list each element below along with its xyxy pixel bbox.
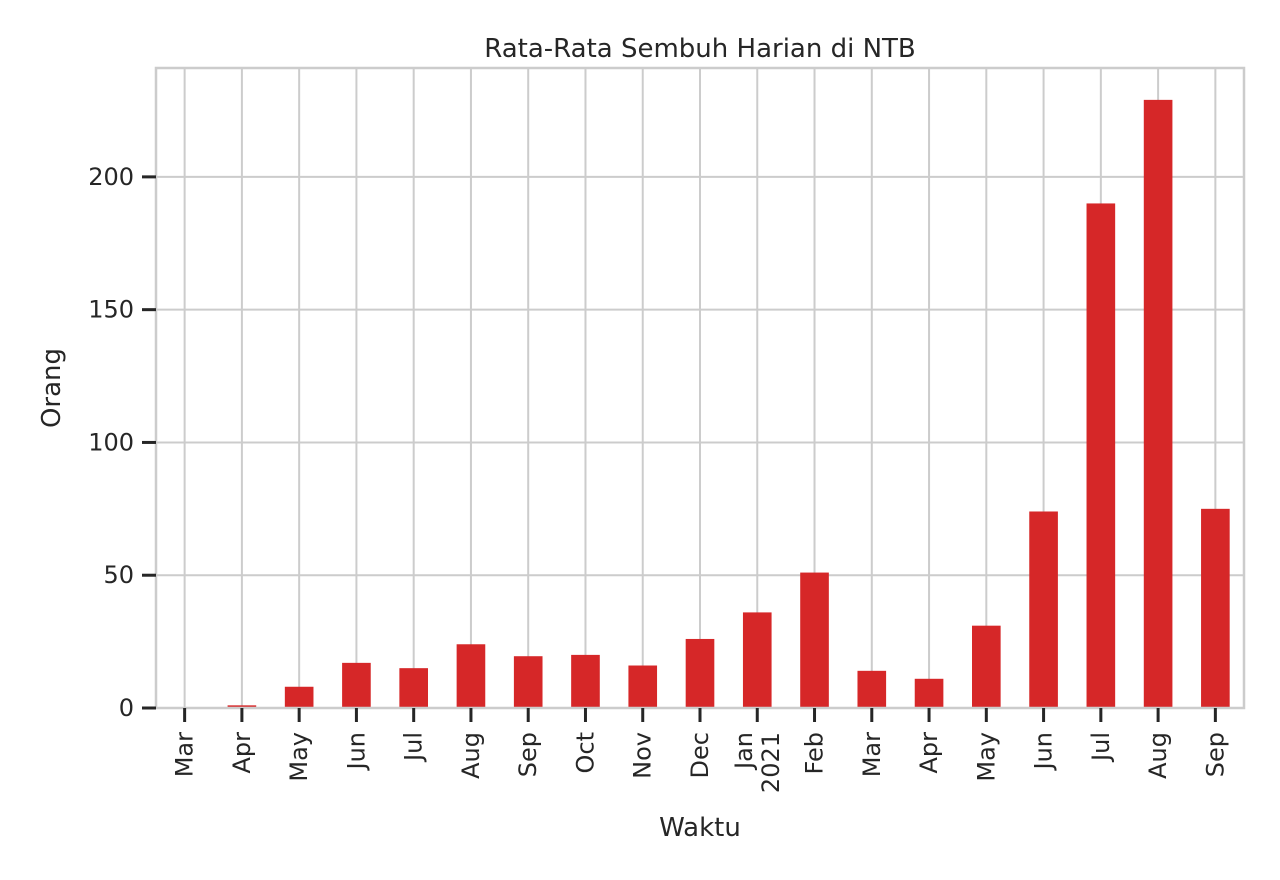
- bar: [628, 665, 658, 708]
- x-tick-label: Jun: [1030, 732, 1058, 772]
- bar: [1086, 203, 1116, 709]
- y-tick-label: 200: [88, 163, 134, 191]
- x-tick-label: Jul: [400, 732, 428, 763]
- x-tick-label: Aug: [1144, 732, 1172, 779]
- bar: [914, 678, 944, 708]
- bar: [513, 656, 543, 708]
- bar: [1201, 508, 1230, 708]
- bar: [742, 612, 772, 708]
- x-tick-label: Sep: [514, 732, 542, 777]
- x-axis-label: Waktu: [659, 813, 741, 843]
- bar: [972, 625, 1001, 708]
- x-tick-label: Dec: [686, 732, 714, 778]
- bar: [227, 705, 257, 708]
- x-tick-label: Aug: [457, 732, 485, 779]
- bar: [399, 668, 428, 708]
- x-tick-label: Apr: [228, 732, 256, 774]
- x-tick-label: Jan2021: [730, 732, 785, 793]
- x-tick-label: Mar: [858, 732, 886, 777]
- bars: [227, 99, 1230, 709]
- y-tick-label: 100: [88, 428, 134, 456]
- bar: [456, 644, 486, 708]
- bar: [857, 670, 887, 708]
- x-tick-label: Oct: [571, 732, 599, 774]
- x-tick-label: Nov: [629, 732, 657, 779]
- ticks: 0 50 100 150 200 Mar Apr May Jun Jul Aug Sep Oct Nov D…: [88, 163, 1229, 793]
- grid: [156, 68, 1244, 709]
- bar: [1143, 99, 1173, 709]
- y-tick-label: 150: [88, 296, 134, 324]
- x-tick-label: Jul: [1087, 732, 1115, 763]
- y-tick-label: 50: [103, 561, 134, 589]
- x-tick-label: Mar: [171, 732, 199, 777]
- bar: [685, 638, 715, 708]
- x-tick-label: May: [285, 732, 313, 782]
- x-tick-label: Jun: [342, 732, 370, 772]
- x-tick-label: May: [972, 732, 1000, 782]
- x-tick-label: Sep: [1201, 732, 1229, 777]
- x-tick-label: Apr: [915, 732, 943, 774]
- bar: [342, 662, 371, 708]
- y-tick-label: 0: [119, 694, 134, 722]
- x-tick-label: Feb: [801, 732, 829, 775]
- y-axis-label: Orang: [37, 348, 67, 428]
- bar: [284, 686, 314, 708]
- bar: [1029, 511, 1058, 708]
- chart-title: Rata-Rata Sembuh Harian di NTB: [484, 34, 916, 64]
- bar: [800, 572, 829, 708]
- bar: [571, 654, 600, 708]
